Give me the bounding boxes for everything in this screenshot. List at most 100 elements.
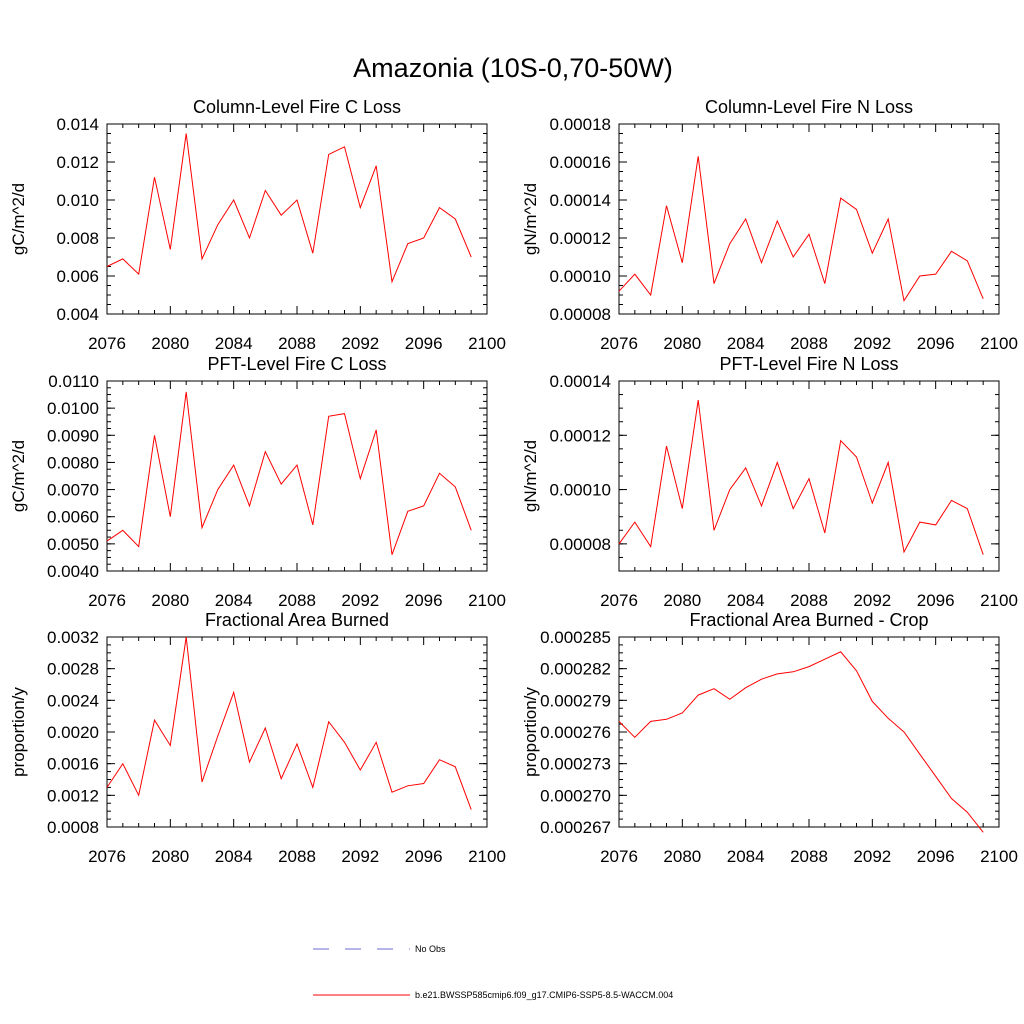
x-tick-label: 2096 [405,847,443,866]
y-tick-label: 0.00014 [550,372,611,391]
y-tick-label: 0.010 [56,191,99,210]
y-axis-label: proportion/y [521,687,540,777]
y-axis-label: gC/m^2/d [9,183,28,255]
y-tick-label: 0.0016 [47,755,99,774]
x-tick-label: 2076 [88,591,126,610]
y-tick-label: 0.000279 [540,691,611,710]
y-tick-label: 0.00010 [550,481,611,500]
plot-frame [618,123,1000,315]
y-tick-label: 0.00010 [550,267,611,286]
panel-title: PFT-Level Fire C Loss [207,354,386,374]
y-tick-label: 0.00008 [550,535,611,554]
legend: No Obs b.e21.BWSSP585cmip6.f09_g17.CMIP6… [313,944,673,1000]
y-axis-label: gC/m^2/d [9,440,28,512]
series-line [106,636,472,810]
x-tick-label: 2096 [405,591,443,610]
x-tick-label: 2100 [980,334,1018,353]
plot-frame [106,636,488,828]
x-tick-label: 2092 [853,591,891,610]
x-tick-label: 2088 [790,591,828,610]
x-tick-label: 2080 [663,591,701,610]
x-tick-label: 2100 [980,847,1018,866]
plot-frame [618,380,1000,572]
y-tick-label: 0.00012 [550,229,611,248]
panel-pft-level-fire-c-loss: PFT-Level Fire C Loss gC/m^2/d 2076 2080 208… [9,354,506,610]
x-tick-label: 2092 [341,591,379,610]
x-tick-label: 2084 [215,334,253,353]
y-tick-label: 0.0080 [47,453,99,472]
x-tick-label: 2080 [151,334,189,353]
y-tick-label: 0.00014 [550,191,611,210]
x-tick-label: 2084 [215,591,253,610]
y-tick-label: 0.00008 [550,305,611,324]
y-tick-label: 0.0020 [47,723,99,742]
y-tick-label: 0.0110 [48,372,99,391]
y-tick-label: 0.006 [56,267,99,286]
y-axis-label: proportion/y [9,687,28,777]
y-tick-label: 0.000276 [540,723,611,742]
y-tick-label: 0.0070 [47,481,99,500]
x-tick-label: 2084 [727,334,765,353]
x-tick-label: 2080 [663,334,701,353]
panel-title: PFT-Level Fire N Loss [719,354,898,374]
y-axis-label: gN/m^2/d [521,183,540,255]
y-tick-label: 0.0100 [47,399,99,418]
y-tick-label: 0.000285 [540,628,611,647]
panel-column-level-fire-n-loss: Column-Level Fire N Loss gN/m^2/d 2076 2080… [521,97,1018,353]
y-tick-label: 0.000273 [540,755,611,774]
y-tick-label: 0.004 [56,305,99,324]
x-tick-label: 2096 [917,591,955,610]
panel-column-level-fire-c-loss: Column-Level Fire C Loss gC/m^2/d 2076 2080… [9,97,506,353]
y-tick-label: 0.008 [56,229,99,248]
series-line [106,133,472,284]
plot-frame [106,380,488,572]
y-tick-label: 0.000270 [540,786,611,805]
panel-title: Fractional Area Burned [205,610,389,630]
y-tick-label: 0.0024 [47,691,99,710]
x-tick-label: 2096 [405,334,443,353]
legend-series-label: b.e21.BWSSP585cmip6.f09_g17.CMIP6-SSP5-8… [415,990,673,1000]
x-tick-label: 2076 [88,847,126,866]
panel-fractional-area-burned-crop: Fractional Area Burned - Crop proportion/… [521,610,1018,866]
y-tick-label: 0.0060 [47,508,99,527]
y-tick-label: 0.0032 [47,628,99,647]
x-tick-label: 2092 [341,334,379,353]
y-tick-label: 0.00012 [550,426,611,445]
x-tick-label: 2092 [853,847,891,866]
x-tick-label: 2076 [600,847,638,866]
x-tick-label: 2076 [88,334,126,353]
series-line [618,399,984,555]
series-line [618,156,984,303]
y-tick-label: 0.014 [56,115,99,134]
panel-title: Fractional Area Burned - Crop [689,610,928,630]
y-tick-label: 0.0050 [47,535,99,554]
x-tick-label: 2088 [278,591,316,610]
panel-title: Column-Level Fire N Loss [705,97,913,117]
x-tick-label: 2088 [278,847,316,866]
x-tick-label: 2096 [917,847,955,866]
figure-title: Amazonia (10S-0,70-50W) [353,53,673,83]
plot-frame [618,636,1000,828]
series-line [618,651,984,833]
y-tick-label: 0.000282 [540,660,611,679]
x-tick-label: 2100 [980,591,1018,610]
y-tick-label: 0.0090 [47,426,99,445]
legend-obs-label: No Obs [415,944,446,954]
y-tick-label: 0.00016 [550,153,611,172]
x-tick-label: 2092 [853,334,891,353]
y-tick-label: 0.0040 [47,562,99,581]
x-tick-label: 2076 [600,334,638,353]
x-tick-label: 2084 [727,847,765,866]
x-tick-label: 2100 [468,591,506,610]
panels-group: Column-Level Fire C Loss gC/m^2/d 2076 2080… [9,97,1018,866]
x-tick-label: 2084 [727,591,765,610]
x-tick-label: 2096 [917,334,955,353]
y-tick-label: 0.000267 [540,818,611,837]
series-line [106,391,472,555]
y-tick-label: 0.012 [56,153,99,172]
x-tick-label: 2080 [663,847,701,866]
x-tick-label: 2100 [468,334,506,353]
y-axis-label: gN/m^2/d [521,440,540,512]
panel-title: Column-Level Fire C Loss [193,97,401,117]
